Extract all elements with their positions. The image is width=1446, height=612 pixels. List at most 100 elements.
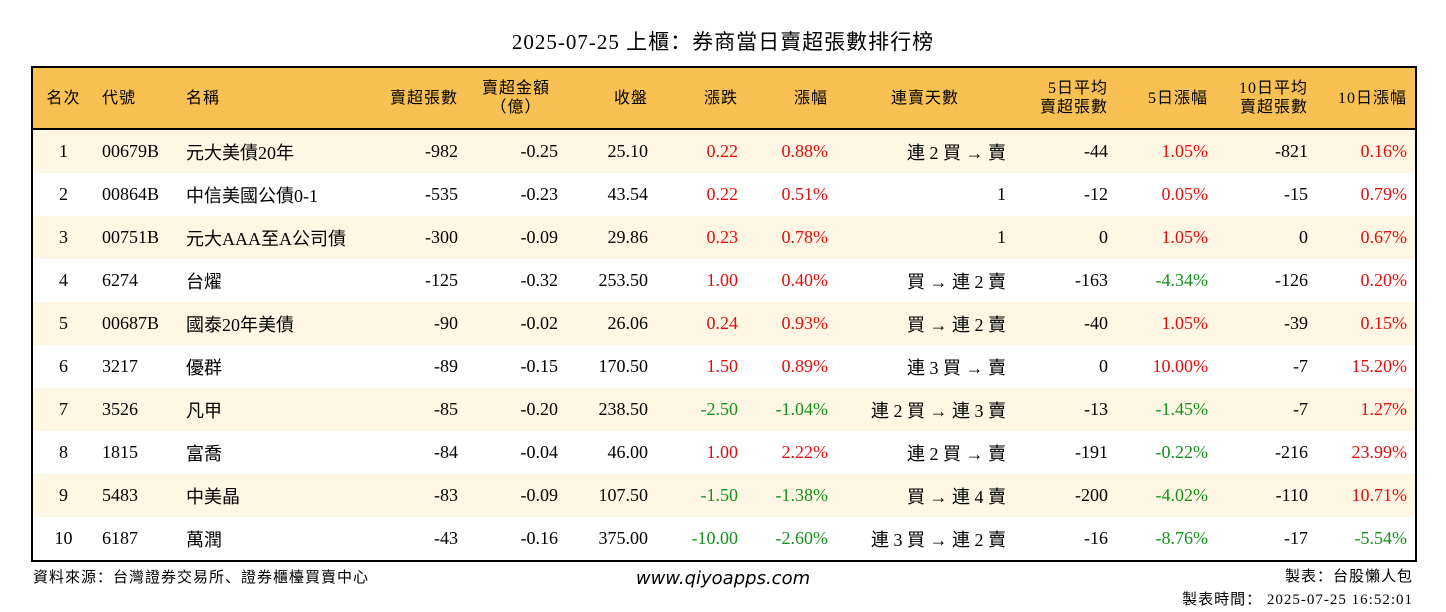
cell-sell-lots: -89 <box>364 345 466 388</box>
header-change: 漲跌 <box>656 67 746 130</box>
cell-change: 0.23 <box>656 216 746 259</box>
header-name: 名稱 <box>178 67 364 130</box>
cell-pct5: 10.00% <box>1116 345 1216 388</box>
header-close: 收盤 <box>566 67 656 130</box>
cell-code: 5483 <box>94 474 178 517</box>
cell-sell-lots: -43 <box>364 517 466 561</box>
header-avg5: 5日平均 賣超張數 <box>1014 67 1116 130</box>
cell-streak: 買 → 連 2 賣 <box>836 302 1014 345</box>
table-row: 7 3526 凡甲 -85 -0.20 238.50 -2.50 -1.04% 連 2 買 → … <box>32 388 1416 431</box>
cell-rank: 4 <box>32 259 94 302</box>
cell-pct10: 1.27% <box>1316 388 1416 431</box>
cell-code: 6187 <box>94 517 178 561</box>
cell-sell-lots: -300 <box>364 216 466 259</box>
cell-pct5: -4.34% <box>1116 259 1216 302</box>
cell-sell-lots: -535 <box>364 173 466 216</box>
cell-close: 238.50 <box>566 388 656 431</box>
table-row: 1 00679B 元大美債20年 -982 -0.25 25.10 0.22 0.88% 連 2… <box>32 129 1416 173</box>
cell-sell-amount: -0.09 <box>466 216 566 259</box>
cell-name: 凡甲 <box>178 388 364 431</box>
cell-close: 25.10 <box>566 129 656 173</box>
cell-code: 00687B <box>94 302 178 345</box>
sell-ranking-table: 名次 代號 名稱 賣超張數 賣超金額 （億） 收盤 漲跌 漲幅 連賣天數 5日平均… <box>31 66 1417 562</box>
cell-change-pct: -1.04% <box>746 388 836 431</box>
cell-sell-amount: -0.32 <box>466 259 566 302</box>
cell-streak: 1 <box>836 173 1014 216</box>
cell-avg5: -200 <box>1014 474 1116 517</box>
cell-close: 375.00 <box>566 517 656 561</box>
page-title: 2025-07-25 上櫃：券商當日賣超張數排行榜 <box>511 30 935 54</box>
cell-code: 00864B <box>94 173 178 216</box>
cell-pct5: 1.05% <box>1116 216 1216 259</box>
cell-pct5: -4.02% <box>1116 474 1216 517</box>
cell-pct5: 1.05% <box>1116 302 1216 345</box>
cell-name: 台燿 <box>178 259 364 302</box>
cell-pct5: 0.05% <box>1116 173 1216 216</box>
cell-name: 元大美債20年 <box>178 129 364 173</box>
cell-rank: 7 <box>32 388 94 431</box>
cell-sell-amount: -0.16 <box>466 517 566 561</box>
cell-avg10: -110 <box>1216 474 1316 517</box>
cell-pct5: -0.22% <box>1116 431 1216 474</box>
cell-sell-lots: -85 <box>364 388 466 431</box>
header-sell-lots: 賣超張數 <box>364 67 466 130</box>
cell-streak: 連 3 買 → 賣 <box>836 345 1014 388</box>
cell-code: 3217 <box>94 345 178 388</box>
cell-name: 優群 <box>178 345 364 388</box>
cell-avg10: -126 <box>1216 259 1316 302</box>
cell-code: 6274 <box>94 259 178 302</box>
cell-sell-amount: -0.15 <box>466 345 566 388</box>
cell-streak: 連 2 買 → 賣 <box>836 129 1014 173</box>
cell-close: 253.50 <box>566 259 656 302</box>
cell-avg5: -12 <box>1014 173 1116 216</box>
cell-rank: 5 <box>32 302 94 345</box>
cell-avg10: 0 <box>1216 216 1316 259</box>
cell-change-pct: -1.38% <box>746 474 836 517</box>
cell-pct10: 0.15% <box>1316 302 1416 345</box>
cell-pct5: -1.45% <box>1116 388 1216 431</box>
cell-close: 26.06 <box>566 302 656 345</box>
table-row: 2 00864B 中信美國公債0-1 -535 -0.23 43.54 0.22 0.51% 1… <box>32 173 1416 216</box>
cell-close: 46.00 <box>566 431 656 474</box>
table-row: 9 5483 中美晶 -83 -0.09 107.50 -1.50 -1.38% 買 → 連 4… <box>32 474 1416 517</box>
cell-name: 中美晶 <box>178 474 364 517</box>
cell-pct10: 0.20% <box>1316 259 1416 302</box>
cell-sell-lots: -83 <box>364 474 466 517</box>
table-row: 8 1815 富喬 -84 -0.04 46.00 1.00 2.22% 連 2 買 → 賣 -1… <box>32 431 1416 474</box>
cell-rank: 6 <box>32 345 94 388</box>
cell-avg5: -44 <box>1014 129 1116 173</box>
data-source: 資料來源：台灣證券交易所、證券櫃檯買賣中心 <box>33 570 370 586</box>
cell-avg5: 0 <box>1014 345 1116 388</box>
cell-change-pct: -2.60% <box>746 517 836 561</box>
website-link[interactable]: www.qiyoapps.com <box>635 568 811 589</box>
cell-avg10: -17 <box>1216 517 1316 561</box>
maker-label: 製表：台股懶人包 <box>1284 569 1413 585</box>
cell-change-pct: 0.89% <box>746 345 836 388</box>
cell-avg5: -40 <box>1014 302 1116 345</box>
cell-streak: 買 → 連 2 賣 <box>836 259 1014 302</box>
cell-sell-amount: -0.20 <box>466 388 566 431</box>
cell-avg5: -163 <box>1014 259 1116 302</box>
cell-rank: 10 <box>32 517 94 561</box>
cell-avg10: -7 <box>1216 388 1316 431</box>
table-row: 10 6187 萬潤 -43 -0.16 375.00 -10.00 -2.60% 連 3 買 … <box>32 517 1416 561</box>
cell-avg10: -216 <box>1216 431 1316 474</box>
cell-change-pct: 0.51% <box>746 173 836 216</box>
cell-sell-amount: -0.09 <box>466 474 566 517</box>
cell-avg10: -821 <box>1216 129 1316 173</box>
cell-name: 萬潤 <box>178 517 364 561</box>
cell-name: 元大AAA至A公司債 <box>178 216 364 259</box>
cell-pct10: 15.20% <box>1316 345 1416 388</box>
table-header-row: 名次 代號 名稱 賣超張數 賣超金額 （億） 收盤 漲跌 漲幅 連賣天數 5日平均… <box>32 67 1416 130</box>
cell-code: 00679B <box>94 129 178 173</box>
cell-streak: 連 3 買 → 連 2 賣 <box>836 517 1014 561</box>
cell-rank: 3 <box>32 216 94 259</box>
cell-change: -2.50 <box>656 388 746 431</box>
cell-change: 1.00 <box>656 431 746 474</box>
cell-pct10: 0.67% <box>1316 216 1416 259</box>
cell-sell-lots: -125 <box>364 259 466 302</box>
cell-change-pct: 0.78% <box>746 216 836 259</box>
cell-name: 國泰20年美債 <box>178 302 364 345</box>
cell-sell-lots: -982 <box>364 129 466 173</box>
